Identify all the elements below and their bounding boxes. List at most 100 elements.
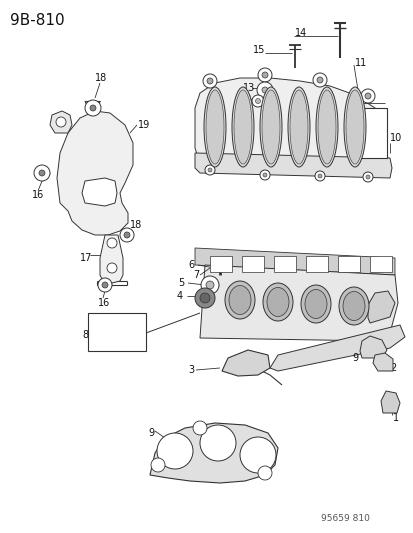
Circle shape xyxy=(107,263,117,273)
Ellipse shape xyxy=(231,87,254,167)
Text: 7: 7 xyxy=(192,270,199,280)
Text: 18: 18 xyxy=(95,73,107,83)
Ellipse shape xyxy=(228,286,250,314)
Circle shape xyxy=(316,77,322,83)
Circle shape xyxy=(204,165,214,175)
Ellipse shape xyxy=(289,90,307,164)
Circle shape xyxy=(199,425,235,461)
Polygon shape xyxy=(269,325,404,371)
Text: 8: 8 xyxy=(82,330,88,340)
Bar xyxy=(273,256,295,272)
Text: 5: 5 xyxy=(178,278,184,288)
Circle shape xyxy=(255,99,260,103)
Polygon shape xyxy=(150,423,277,483)
Ellipse shape xyxy=(266,287,288,317)
Polygon shape xyxy=(367,291,394,323)
Ellipse shape xyxy=(262,283,292,321)
Bar xyxy=(209,256,231,272)
Polygon shape xyxy=(380,391,399,413)
Circle shape xyxy=(201,276,218,294)
Text: 2: 2 xyxy=(389,363,395,373)
Circle shape xyxy=(157,433,192,469)
Circle shape xyxy=(252,95,263,107)
Text: 13: 13 xyxy=(242,83,255,93)
Bar xyxy=(88,313,146,351)
Circle shape xyxy=(102,282,108,288)
Text: 16: 16 xyxy=(98,298,110,308)
Polygon shape xyxy=(82,178,117,206)
Ellipse shape xyxy=(304,289,326,319)
Text: 95659 810: 95659 810 xyxy=(320,514,369,523)
Circle shape xyxy=(376,357,384,365)
Circle shape xyxy=(199,293,209,303)
Polygon shape xyxy=(199,265,397,341)
Circle shape xyxy=(202,74,216,88)
Text: 12: 12 xyxy=(240,94,252,104)
Circle shape xyxy=(256,82,272,98)
Ellipse shape xyxy=(259,87,281,167)
Polygon shape xyxy=(195,78,384,171)
Bar xyxy=(337,256,359,272)
Polygon shape xyxy=(195,153,391,178)
Bar xyxy=(356,108,386,158)
Circle shape xyxy=(85,100,101,116)
Polygon shape xyxy=(359,336,386,358)
Circle shape xyxy=(124,232,130,238)
Circle shape xyxy=(207,168,211,172)
Ellipse shape xyxy=(338,287,368,325)
Ellipse shape xyxy=(345,90,363,164)
Circle shape xyxy=(261,87,267,93)
Circle shape xyxy=(206,281,214,289)
Ellipse shape xyxy=(261,90,279,164)
Circle shape xyxy=(364,93,370,99)
Text: 18: 18 xyxy=(130,220,142,230)
Bar xyxy=(369,256,391,272)
Polygon shape xyxy=(50,111,72,133)
Circle shape xyxy=(120,228,134,242)
Ellipse shape xyxy=(224,281,254,319)
Ellipse shape xyxy=(204,87,225,167)
Circle shape xyxy=(240,437,275,473)
Text: 9: 9 xyxy=(147,428,154,438)
Circle shape xyxy=(107,238,117,248)
Text: 19: 19 xyxy=(138,120,150,130)
Text: 9B-810: 9B-810 xyxy=(10,13,64,28)
Circle shape xyxy=(34,165,50,181)
Bar xyxy=(305,256,327,272)
Circle shape xyxy=(262,173,266,177)
Text: 9: 9 xyxy=(351,353,357,363)
Text: 10: 10 xyxy=(389,133,401,143)
Ellipse shape xyxy=(343,87,365,167)
Bar xyxy=(242,256,263,272)
Circle shape xyxy=(151,458,165,472)
Ellipse shape xyxy=(300,285,330,323)
Circle shape xyxy=(39,170,45,176)
Text: 11: 11 xyxy=(354,58,366,68)
Circle shape xyxy=(257,466,271,480)
Circle shape xyxy=(90,105,96,111)
Ellipse shape xyxy=(233,90,252,164)
Circle shape xyxy=(312,73,326,87)
Polygon shape xyxy=(221,350,269,376)
Ellipse shape xyxy=(317,90,335,164)
Polygon shape xyxy=(372,353,392,371)
Circle shape xyxy=(195,288,214,308)
Ellipse shape xyxy=(342,292,364,320)
Text: 4: 4 xyxy=(177,291,183,301)
Circle shape xyxy=(206,78,212,84)
Circle shape xyxy=(362,172,372,182)
Polygon shape xyxy=(195,248,394,275)
Circle shape xyxy=(365,175,369,179)
Text: 17: 17 xyxy=(80,253,92,263)
Text: 14: 14 xyxy=(294,28,306,38)
Circle shape xyxy=(314,171,324,181)
Circle shape xyxy=(259,170,269,180)
Text: 16: 16 xyxy=(32,190,44,200)
Ellipse shape xyxy=(206,90,223,164)
Circle shape xyxy=(365,343,375,353)
Text: 1: 1 xyxy=(392,413,398,423)
Ellipse shape xyxy=(287,87,309,167)
Text: 6: 6 xyxy=(188,260,194,270)
Ellipse shape xyxy=(315,87,337,167)
Circle shape xyxy=(317,174,321,178)
